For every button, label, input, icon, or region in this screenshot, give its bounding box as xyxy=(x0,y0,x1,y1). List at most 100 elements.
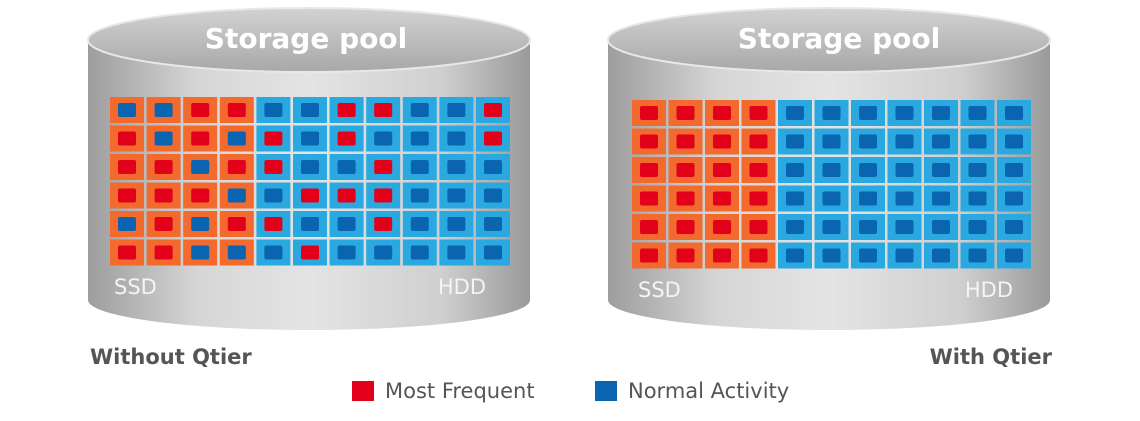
block-core xyxy=(968,191,987,206)
block-core xyxy=(640,106,658,120)
block-core xyxy=(301,103,319,117)
block-core xyxy=(227,160,246,174)
block-core xyxy=(932,248,950,263)
block-core xyxy=(968,220,987,234)
block-core xyxy=(895,134,914,149)
block-core xyxy=(301,217,319,231)
block-core xyxy=(640,220,658,234)
block-core xyxy=(895,248,914,263)
block-core xyxy=(932,134,950,149)
block-core xyxy=(264,103,283,117)
hdd-label: HDD xyxy=(965,278,1013,302)
block-core xyxy=(822,220,841,234)
block-core xyxy=(749,106,768,120)
block-core xyxy=(227,217,246,231)
legend-label: Most Frequent xyxy=(385,379,535,403)
block-core xyxy=(191,103,210,117)
block-core xyxy=(749,134,768,149)
block-core xyxy=(676,191,695,206)
block-core xyxy=(749,248,768,263)
ssd-label: SSD xyxy=(114,275,157,299)
cylinder: Storage pool SSD HDD xyxy=(87,7,531,330)
block-core xyxy=(484,188,502,203)
block-core xyxy=(676,220,695,234)
block-core xyxy=(264,160,283,174)
block-core xyxy=(786,106,804,120)
block-core xyxy=(1005,248,1023,263)
caption: Without Qtier xyxy=(90,345,252,369)
block-core xyxy=(822,191,841,206)
block-core xyxy=(264,245,283,260)
block-core xyxy=(264,131,283,146)
block-core xyxy=(484,131,502,146)
block-core xyxy=(337,131,356,146)
block-core xyxy=(447,188,466,203)
block-core xyxy=(932,191,950,206)
block-core xyxy=(1005,191,1023,206)
block-core xyxy=(786,163,804,177)
block-core xyxy=(676,106,695,120)
block-core xyxy=(859,163,877,177)
block-core xyxy=(968,134,987,149)
block-core xyxy=(118,217,136,231)
block-core xyxy=(749,163,768,177)
block-core xyxy=(374,217,393,231)
pool-title: Storage pool xyxy=(738,22,940,55)
block-core xyxy=(859,248,877,263)
block-core xyxy=(447,160,466,174)
block-core xyxy=(895,191,914,206)
block-core xyxy=(301,131,319,146)
block-core xyxy=(301,188,319,203)
block-core xyxy=(1005,163,1023,177)
block-core xyxy=(191,131,210,146)
block-core xyxy=(191,188,210,203)
legend-swatch xyxy=(595,381,617,401)
cylinder-top xyxy=(87,7,531,73)
block-core xyxy=(822,248,841,263)
block-core xyxy=(154,245,173,260)
block-core xyxy=(227,103,246,117)
block-core xyxy=(932,163,950,177)
block-core xyxy=(640,248,658,263)
block-core xyxy=(191,160,210,174)
block-core xyxy=(410,131,429,146)
block-core xyxy=(968,248,987,263)
block-core xyxy=(895,220,914,234)
block-core xyxy=(484,103,502,117)
block-core xyxy=(374,160,393,174)
caption: With Qtier xyxy=(930,345,1053,369)
block-core xyxy=(154,188,173,203)
block-core xyxy=(410,217,429,231)
block-core xyxy=(822,134,841,149)
block-core xyxy=(640,163,658,177)
block-core xyxy=(676,248,695,263)
block-core xyxy=(968,163,987,177)
block-core xyxy=(337,217,356,231)
hdd-label: HDD xyxy=(438,275,486,299)
block-core xyxy=(1005,220,1023,234)
block-core xyxy=(484,245,502,260)
block-core xyxy=(410,188,429,203)
block-core xyxy=(1005,134,1023,149)
block-core xyxy=(749,191,768,206)
block-core xyxy=(337,103,356,117)
legend-label: Normal Activity xyxy=(628,379,789,403)
block-core xyxy=(713,248,731,263)
block-core xyxy=(118,131,136,146)
block-core xyxy=(227,245,246,260)
block-core xyxy=(264,188,283,203)
block-core xyxy=(786,248,804,263)
block-core xyxy=(676,163,695,177)
block-core xyxy=(895,163,914,177)
block-core xyxy=(154,160,173,174)
block-core xyxy=(484,217,502,231)
block-core xyxy=(713,191,731,206)
block-core xyxy=(154,103,173,117)
block-core xyxy=(786,220,804,234)
block-core xyxy=(227,131,246,146)
cylinder: Storage pool SSD HDD xyxy=(607,7,1051,330)
block-core xyxy=(859,106,877,120)
block-core xyxy=(154,131,173,146)
block-core xyxy=(713,220,731,234)
